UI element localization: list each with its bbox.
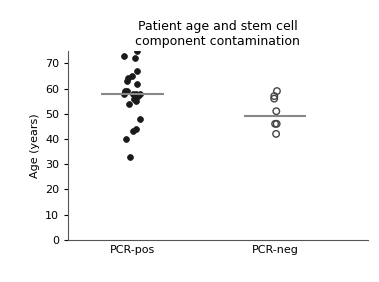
Point — [124, 79, 130, 83]
Point — [130, 129, 136, 134]
Point — [126, 102, 132, 106]
Point — [133, 127, 139, 131]
Point — [274, 89, 280, 93]
Point — [133, 91, 139, 96]
Point — [125, 76, 131, 81]
Point — [134, 49, 140, 53]
Point — [136, 116, 143, 121]
Point — [133, 99, 139, 103]
Point — [129, 74, 135, 78]
Point — [134, 69, 140, 73]
Point — [272, 122, 278, 126]
Point — [121, 54, 127, 58]
Point — [273, 109, 279, 113]
Point — [137, 91, 143, 96]
Point — [271, 96, 277, 101]
Point — [121, 91, 127, 96]
Title: Patient age and stem cell
component contamination: Patient age and stem cell component cont… — [135, 20, 301, 48]
Point — [130, 91, 136, 96]
Point — [123, 137, 129, 141]
Point — [274, 122, 280, 126]
Point — [273, 132, 279, 136]
Point — [124, 89, 130, 93]
Point — [271, 94, 277, 98]
Point — [131, 96, 137, 101]
Point — [134, 81, 140, 86]
Point — [132, 56, 138, 61]
Point — [122, 89, 128, 93]
Y-axis label: Age (years): Age (years) — [30, 113, 39, 178]
Point — [135, 94, 141, 98]
Point — [127, 154, 133, 159]
